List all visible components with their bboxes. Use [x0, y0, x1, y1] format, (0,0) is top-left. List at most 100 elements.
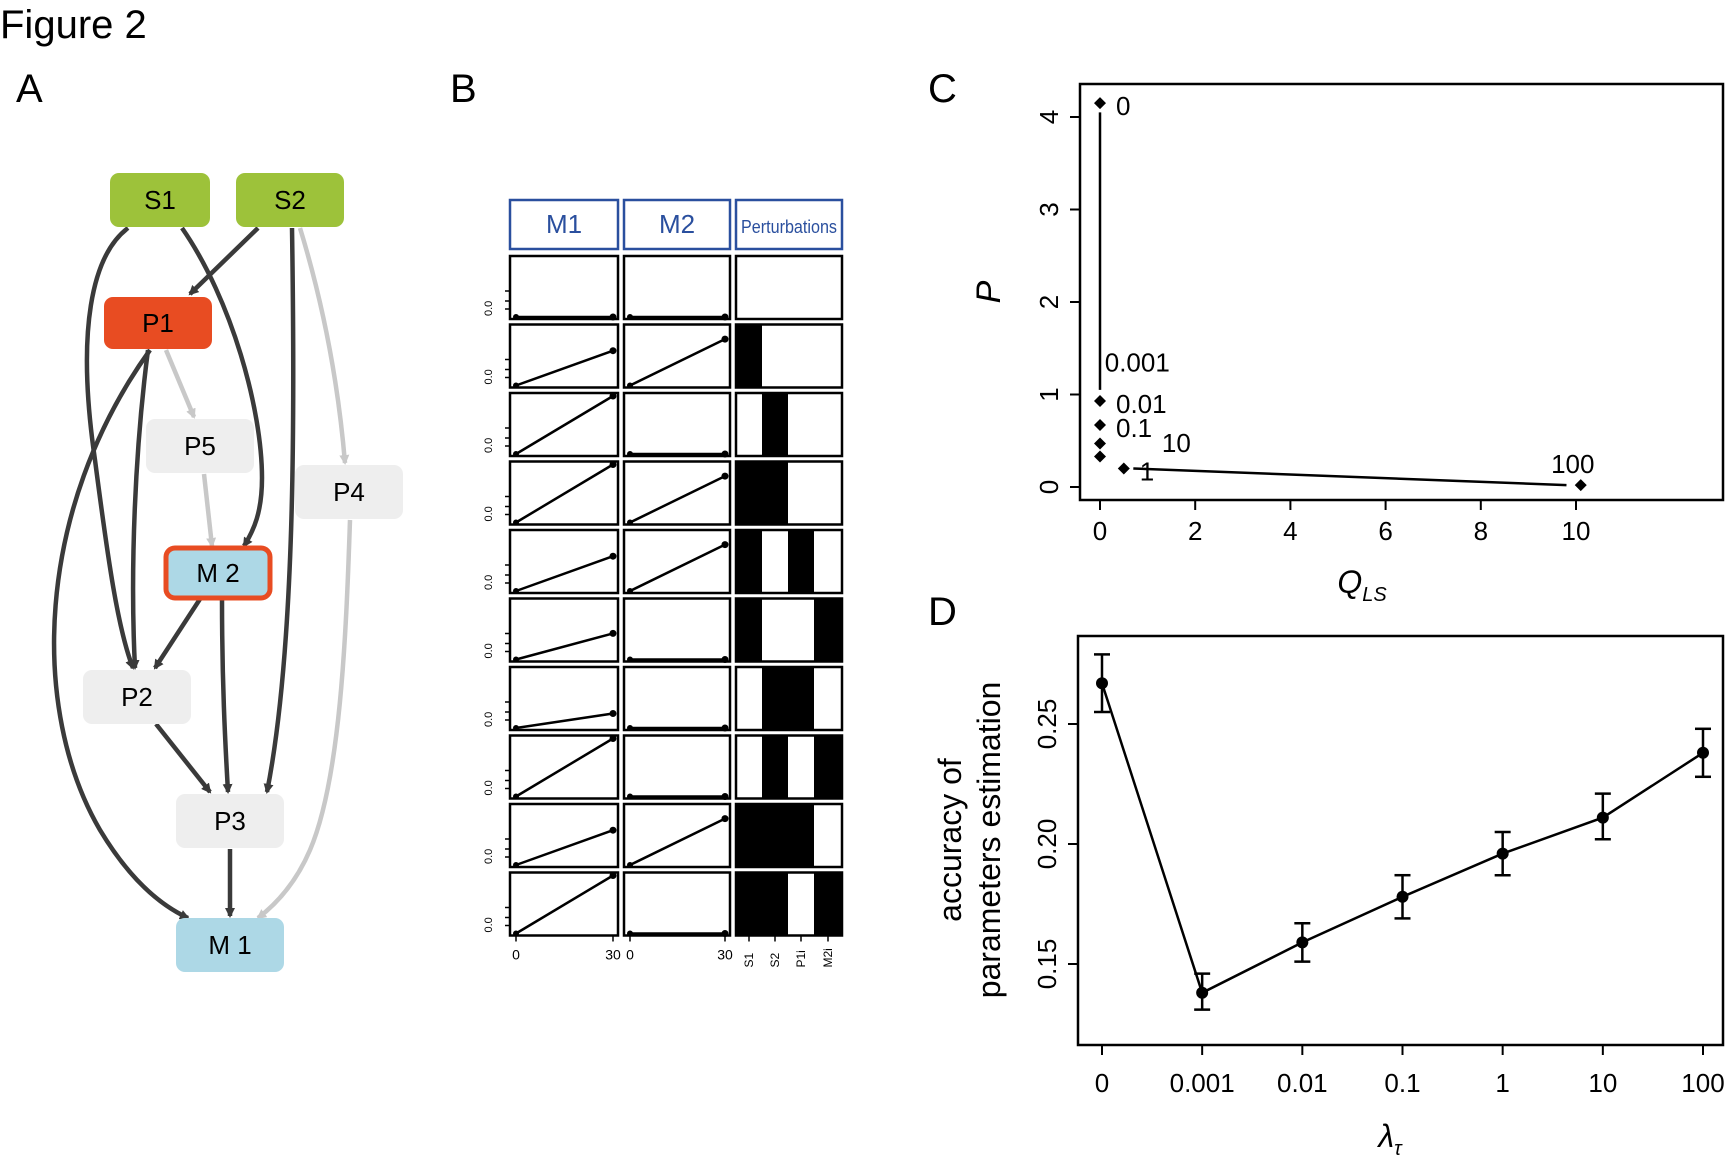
trajectory-start-point — [513, 519, 519, 526]
x-axis-label-subscript: τ — [1394, 1138, 1403, 1160]
y-axis-label: P — [970, 280, 1008, 303]
perturbation-block — [762, 667, 788, 730]
trajectory-end-point — [609, 313, 617, 321]
x-tick-label: 10 — [1562, 516, 1591, 546]
trajectory-start-point — [627, 862, 633, 868]
scatter-point-5 — [1117, 462, 1130, 475]
perturbation-block — [736, 872, 762, 936]
x-axis-label: QLS — [1337, 564, 1387, 606]
plot-box-m2-9 — [622, 871, 732, 937]
trajectory-line — [515, 632, 614, 661]
plot-box-m2-8 — [622, 802, 732, 869]
trajectory-start-point — [513, 656, 519, 663]
x-tick-label: 10 — [1588, 1068, 1617, 1098]
node-p2 — [83, 670, 191, 724]
trajectory-start-point — [513, 588, 519, 594]
plot-box-m1-6 — [508, 665, 620, 732]
y-tick-label-7: 0.0 — [483, 780, 495, 795]
perturbation-label-p1i: P1i — [794, 950, 808, 967]
perturbation-box-6 — [734, 665, 844, 732]
point-label-2: 0.1 — [1116, 413, 1152, 443]
trajectory-end-point — [609, 552, 617, 560]
node-p4 — [295, 465, 403, 519]
panel-label-b: B — [450, 67, 477, 111]
scatter-point-1 — [1094, 394, 1106, 407]
trajectory-end-point — [721, 656, 729, 663]
x-tick-label: 0.001 — [1170, 1068, 1235, 1098]
perturbation-block — [814, 872, 842, 936]
plot-box-m1-5 — [508, 597, 620, 663]
plot-box-m2-1 — [622, 323, 732, 389]
node-s1 — [110, 173, 210, 227]
trajectory-start-point — [627, 314, 633, 320]
edge-p5-m2 — [201, 473, 217, 548]
annotation-label-0: 0.001 — [1105, 347, 1170, 377]
node-label-p5: P5 — [184, 431, 216, 461]
y-tick-label: 0.25 — [1032, 699, 1062, 750]
y-tick-label-9: 0.0 — [483, 917, 495, 932]
perturbation-block — [762, 872, 788, 936]
simulation-grid: M1 M2 Perturbations 0.0 0.0 0.0 0.0 0.0 0.0 0.0 0.… — [483, 198, 844, 968]
trajectory-start-point — [627, 725, 633, 731]
perturbation-box-1 — [734, 323, 844, 389]
scatter-point-3 — [1094, 437, 1106, 450]
y-tick-label: 4 — [1034, 110, 1064, 124]
trajectory-start-point — [627, 382, 633, 389]
trajectory-start-point — [513, 862, 519, 868]
header-label-1: M2 — [659, 209, 695, 239]
perturbation-box-0 — [734, 254, 844, 321]
trajectory-start-point — [513, 793, 519, 800]
panel-label-a: A — [16, 67, 43, 111]
edge-p2-p3 — [154, 722, 212, 794]
header-label-2: Perturbations — [741, 217, 837, 237]
edge-s2-p4 — [297, 227, 350, 465]
plot-box-m2-3 — [622, 460, 732, 526]
perturbation-block — [736, 324, 762, 388]
plot-box-m2-5 — [622, 597, 732, 663]
perturbation-block — [736, 598, 762, 662]
perturbation-block — [788, 667, 814, 730]
y-tick-label-1: 0.0 — [483, 369, 495, 384]
trajectory-line — [515, 829, 614, 867]
perturbation-box-7 — [734, 734, 844, 800]
perturbation-label-s2: S2 — [768, 952, 782, 967]
perturbation-box-4 — [734, 528, 844, 595]
trajectory-line — [515, 349, 614, 387]
y-tick-label-8: 0.0 — [483, 849, 495, 864]
panel-label-d: D — [928, 590, 957, 634]
accuracy-series-line — [1100, 682, 1704, 995]
plot-box-m2-6 — [622, 665, 732, 732]
network-diagram: S1 S2 P1 P5 P4 M 2 P2 P3 M 1 — [51, 173, 403, 972]
accuracy-line-chart: 0 0.001 0.01 0.1 1 10 100 0.15 0.20 0.25 λτ accurac… — [932, 634, 1725, 1160]
node-m2 — [163, 545, 273, 601]
y-tick-label-2: 0.0 — [483, 438, 495, 453]
x-axis-label-main: Q — [1337, 564, 1362, 600]
scatter-point-6 — [1574, 479, 1587, 492]
trajectory-line — [515, 874, 614, 935]
panel-label-c: C — [928, 67, 957, 111]
perturbation-block — [762, 804, 788, 867]
trajectory-end-point — [721, 724, 729, 732]
trajectory-start-point — [513, 314, 519, 320]
trajectory-line — [515, 463, 614, 524]
y-tick-label: 0.20 — [1032, 819, 1062, 870]
x-tick-label: 1 — [1495, 1068, 1509, 1098]
trajectory-start-point — [513, 451, 519, 457]
node-label-p3: P3 — [214, 806, 246, 836]
trajectory-end-point — [721, 472, 729, 480]
perturbation-block — [788, 804, 814, 867]
trajectory-end-point — [721, 541, 729, 549]
node-label-s2: S2 — [274, 185, 306, 215]
x-tick-label: 0 — [512, 947, 520, 963]
trajectory-end-point — [609, 826, 617, 834]
y-axis-label-line2: parameters estimation — [971, 682, 1007, 999]
perturbation-box-9 — [734, 871, 844, 937]
trajectory-line — [629, 543, 726, 593]
node-label-s1: S1 — [144, 185, 176, 215]
perturbation-label-m2i: M2i — [821, 948, 835, 967]
trajectory-start-point — [513, 382, 519, 389]
perturbation-block — [762, 393, 788, 456]
y-axis-label-line1: accuracy of — [932, 758, 968, 922]
